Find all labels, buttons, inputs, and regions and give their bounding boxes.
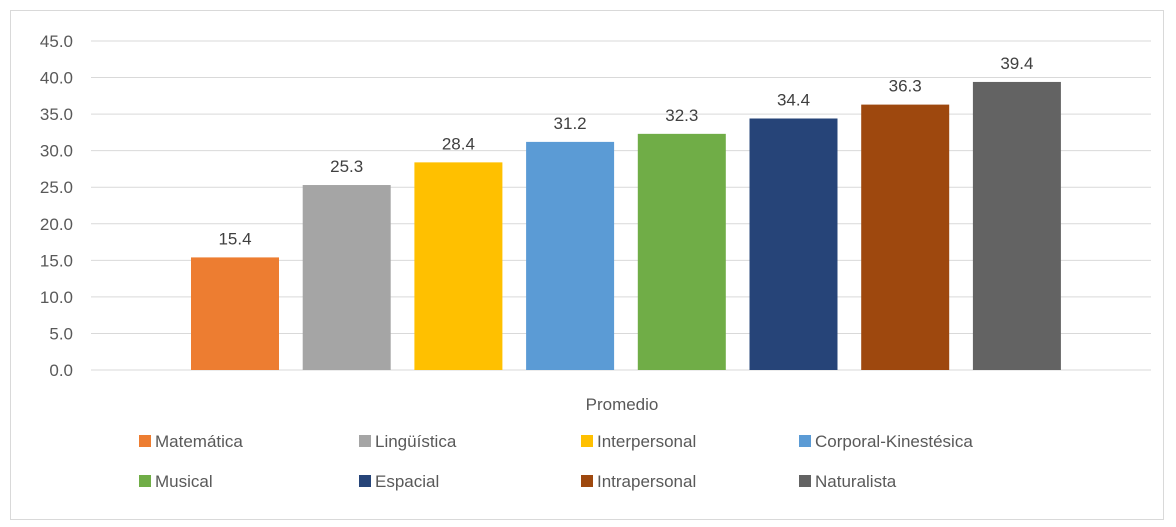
bar-linguistica: [302, 185, 391, 370]
legend-label: Naturalista: [815, 472, 897, 491]
y-axis-ticks: 0.0 5.0 10.0 15.0 20.0 25.0 30.0 35.0 40.0 45.0: [40, 32, 73, 380]
data-label: 34.4: [777, 90, 810, 109]
legend-swatch: [581, 435, 593, 447]
bar-musical: [637, 133, 726, 370]
legend-item: Corporal-Kinestésica: [799, 432, 973, 451]
legend-item: Musical: [139, 472, 213, 491]
y-tick-label: 35.0: [40, 105, 73, 124]
bar-naturalista: [972, 81, 1061, 370]
legend-item: Intrapersonal: [581, 472, 696, 491]
bar-chart: 0.0 5.0 10.0 15.0 20.0 25.0 30.0 35.0 40.0 45.0 1…: [40, 32, 1151, 491]
y-tick-label: 30.0: [40, 142, 73, 161]
legend-swatch: [139, 435, 151, 447]
y-tick-label: 10.0: [40, 288, 73, 307]
bars: [191, 81, 1061, 371]
y-tick-label: 5.0: [49, 324, 73, 343]
legend-swatch: [359, 475, 371, 487]
data-label: 25.3: [330, 157, 363, 176]
legend-item: Espacial: [359, 472, 439, 491]
y-tick-label: 15.0: [40, 251, 73, 270]
legend-label: Corporal-Kinestésica: [815, 432, 973, 451]
data-label: 32.3: [665, 106, 698, 125]
legend-label: Interpersonal: [597, 432, 696, 451]
bar-espacial: [749, 118, 838, 371]
data-labels: 15.4 25.3 28.4 31.2 32.3 34.4 36.3 39.4: [218, 54, 1033, 248]
legend-item: Naturalista: [799, 472, 897, 491]
legend-swatch: [139, 475, 151, 487]
data-label: 31.2: [554, 114, 587, 133]
legend-item: Interpersonal: [581, 432, 696, 451]
legend-label: Musical: [155, 472, 213, 491]
legend: Matemática Lingüística Interpersonal Corpor…: [139, 432, 973, 491]
bar-intrapersonal: [861, 104, 950, 371]
data-label: 39.4: [1000, 54, 1033, 73]
legend-item: Lingüística: [359, 432, 457, 451]
y-tick-label: 45.0: [40, 32, 73, 51]
y-tick-label: 25.0: [40, 178, 73, 197]
bar-matematica: [191, 257, 279, 370]
legend-item: Matemática: [139, 432, 243, 451]
data-label: 15.4: [218, 229, 251, 248]
data-label: 28.4: [442, 134, 475, 153]
legend-label: Lingüística: [375, 432, 457, 451]
y-tick-label: 0.0: [49, 361, 73, 380]
bar-interpersonal: [414, 162, 503, 370]
legend-swatch: [581, 475, 593, 487]
legend-label: Espacial: [375, 472, 439, 491]
chart-area: 0.0 5.0 10.0 15.0 20.0 25.0 30.0 35.0 40.0 45.0 1…: [10, 10, 1164, 520]
x-axis-title: Promedio: [586, 395, 659, 414]
bar-corporal-kinestesica: [526, 141, 615, 370]
legend-label: Matemática: [155, 432, 243, 451]
y-tick-label: 20.0: [40, 215, 73, 234]
y-tick-label: 40.0: [40, 69, 73, 88]
legend-swatch: [799, 435, 811, 447]
legend-swatch: [359, 435, 371, 447]
legend-swatch: [799, 475, 811, 487]
legend-label: Intrapersonal: [597, 472, 696, 491]
data-label: 36.3: [889, 77, 922, 96]
